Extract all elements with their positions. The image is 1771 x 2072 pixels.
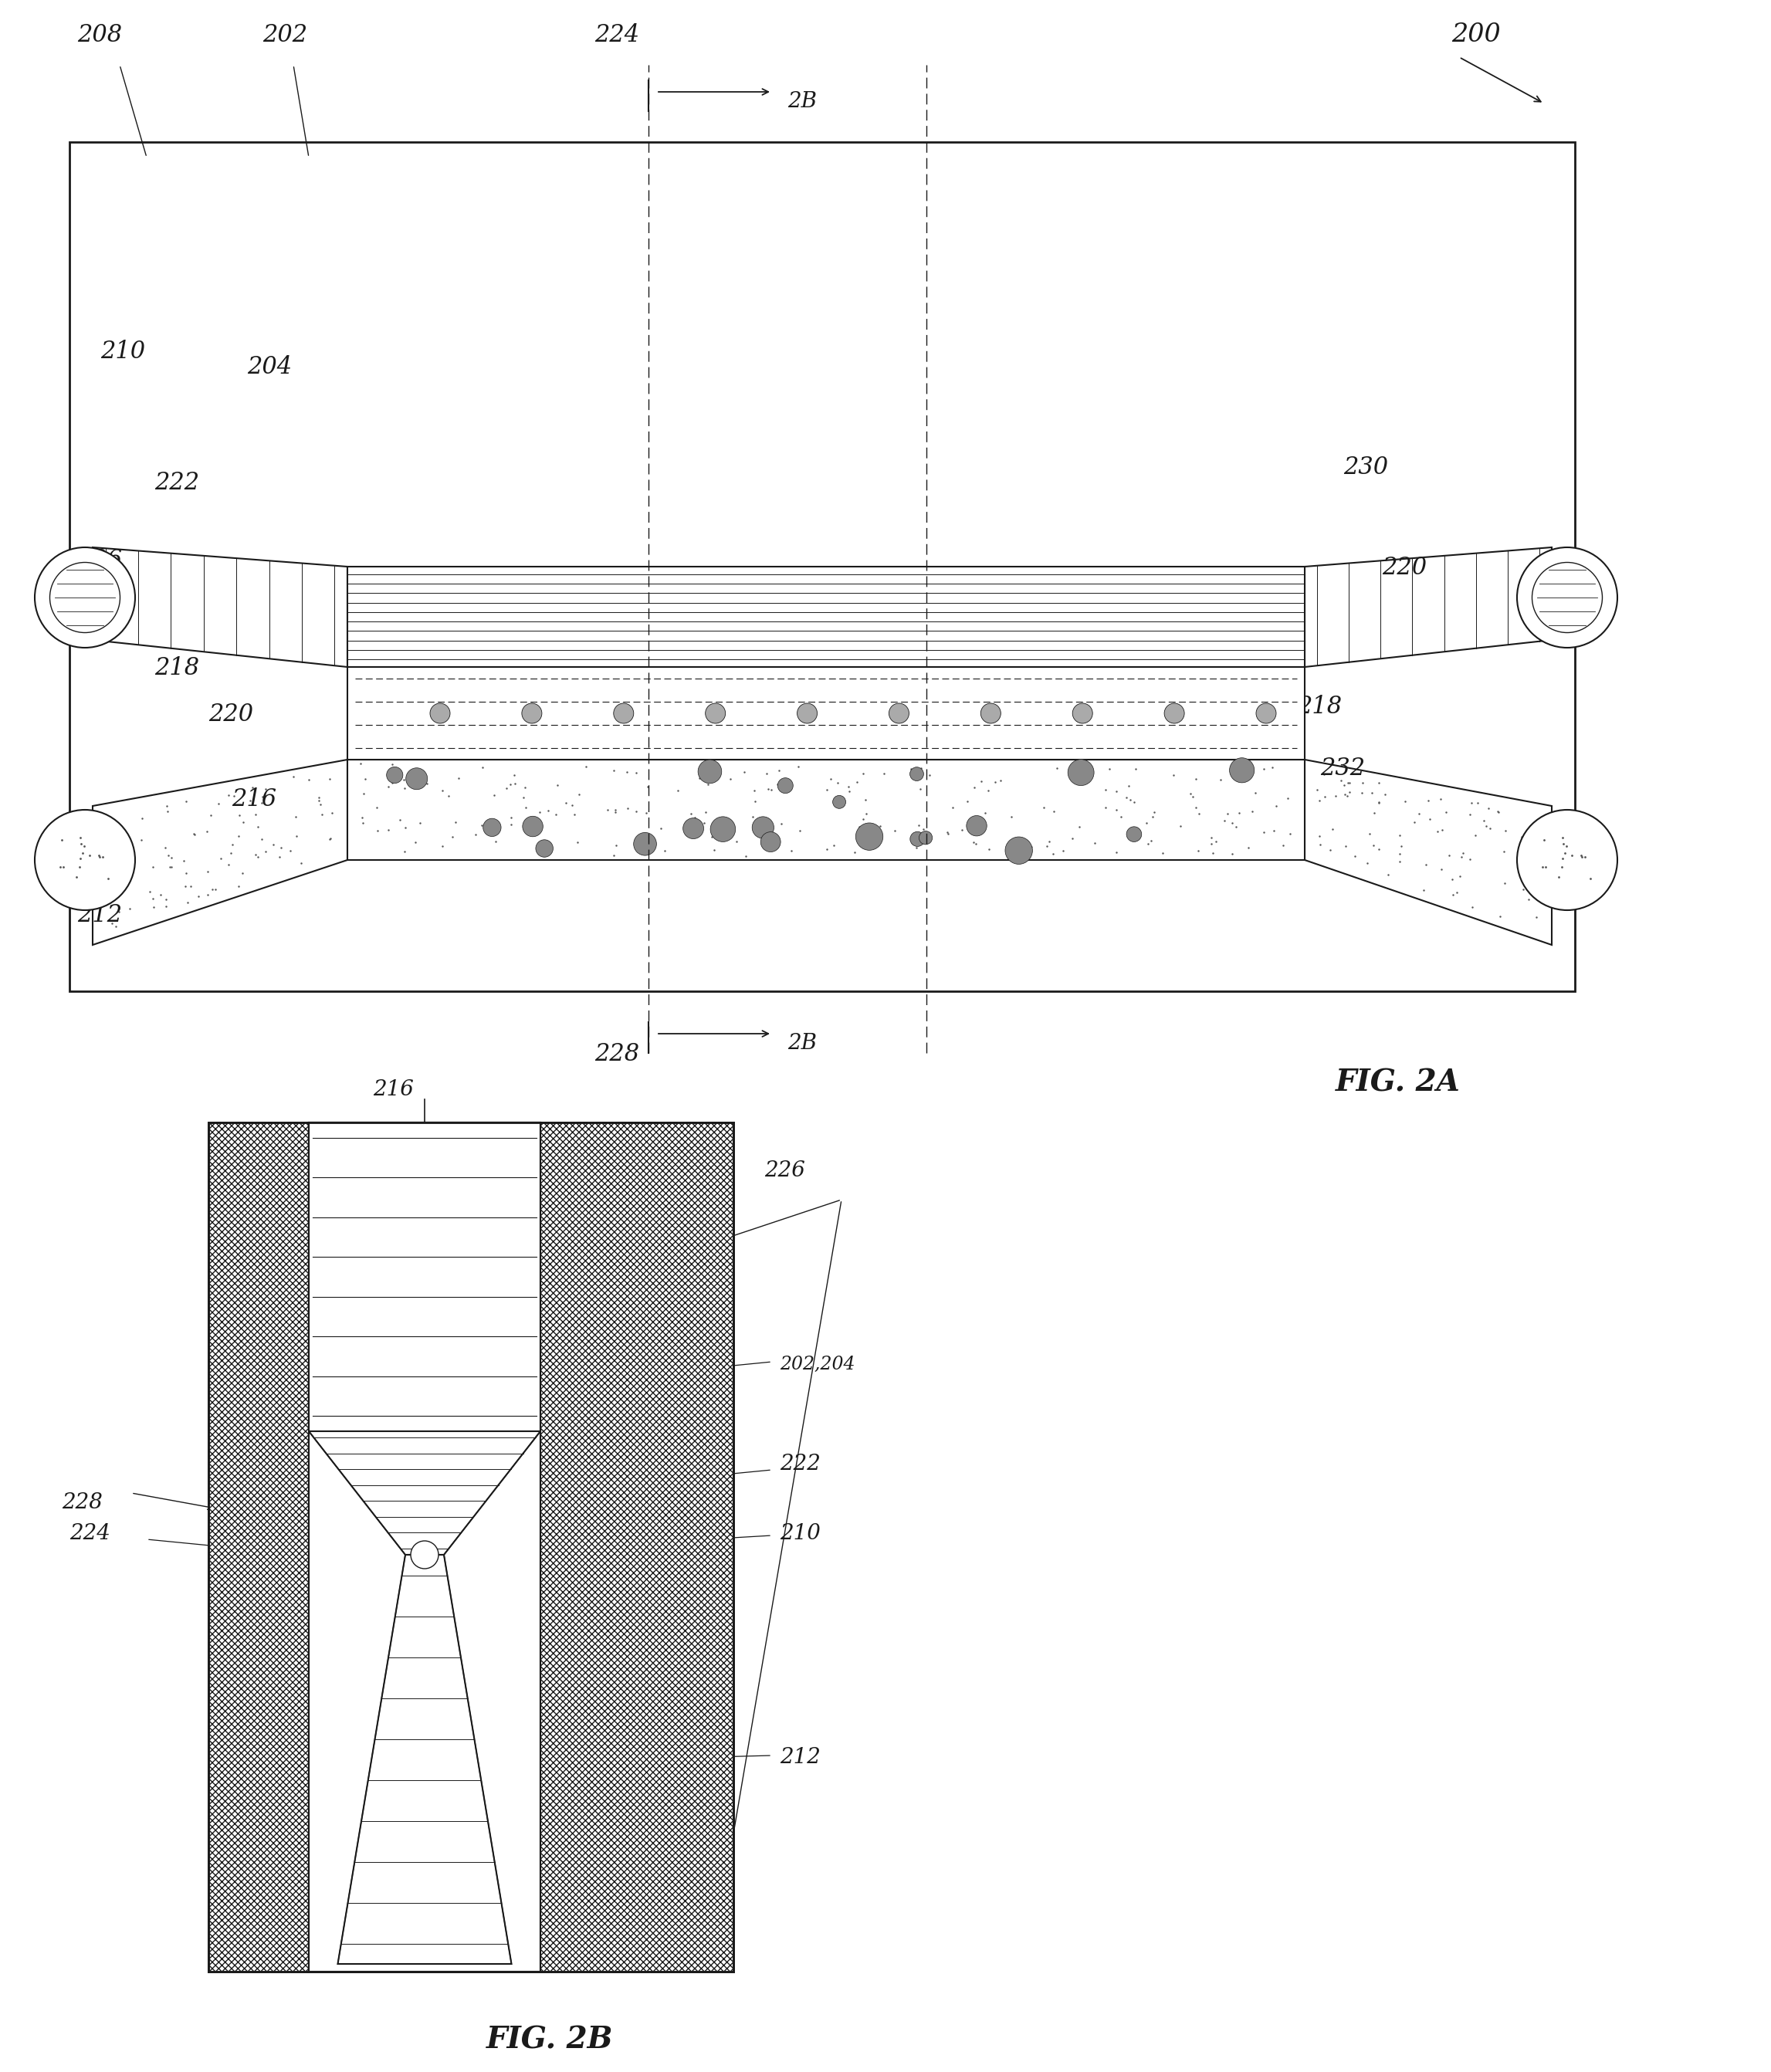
Text: 218: 218 — [1296, 694, 1342, 719]
Text: 210: 210 — [101, 340, 145, 363]
FancyBboxPatch shape — [308, 1123, 540, 1973]
Circle shape — [1256, 702, 1277, 723]
Text: 226: 226 — [765, 1160, 806, 1181]
Circle shape — [1518, 810, 1617, 910]
Text: 224: 224 — [595, 23, 639, 48]
Circle shape — [919, 831, 932, 845]
Circle shape — [35, 810, 135, 910]
Circle shape — [634, 833, 657, 856]
Circle shape — [1073, 702, 1093, 723]
FancyBboxPatch shape — [69, 143, 1574, 990]
Polygon shape — [92, 547, 347, 667]
FancyBboxPatch shape — [209, 1123, 733, 1973]
Text: 204: 204 — [246, 354, 292, 379]
Text: 200: 200 — [1452, 23, 1500, 48]
Text: 206: 206 — [78, 549, 122, 572]
Text: 2B: 2B — [788, 1034, 816, 1055]
Polygon shape — [347, 566, 1305, 667]
Text: 210: 210 — [779, 1523, 820, 1544]
Polygon shape — [347, 667, 1305, 760]
Polygon shape — [1305, 547, 1551, 667]
Text: FIG. 2A: FIG. 2A — [1335, 1069, 1461, 1098]
Text: 202,204: 202,204 — [779, 1355, 855, 1374]
Circle shape — [535, 839, 553, 858]
Circle shape — [705, 702, 726, 723]
Circle shape — [1532, 562, 1603, 632]
Circle shape — [889, 702, 909, 723]
Polygon shape — [308, 1432, 540, 1554]
Text: 212: 212 — [779, 1747, 820, 1767]
Circle shape — [777, 777, 793, 794]
Circle shape — [1229, 758, 1254, 783]
Text: 214: 214 — [78, 609, 122, 634]
Text: 228: 228 — [62, 1492, 103, 1513]
Text: FIG. 2B: FIG. 2B — [487, 2026, 613, 2055]
Text: 222: 222 — [154, 470, 200, 495]
Circle shape — [430, 702, 450, 723]
Text: 230: 230 — [1344, 456, 1388, 479]
Circle shape — [698, 760, 721, 783]
Circle shape — [981, 702, 1001, 723]
Text: 228: 228 — [595, 1042, 639, 1067]
FancyBboxPatch shape — [308, 1123, 540, 1432]
Circle shape — [406, 769, 427, 789]
Circle shape — [832, 796, 847, 808]
Text: 208: 208 — [78, 23, 122, 48]
Circle shape — [1126, 827, 1142, 841]
Circle shape — [910, 767, 924, 781]
Polygon shape — [338, 1554, 512, 1964]
Circle shape — [483, 818, 501, 837]
Circle shape — [411, 1542, 439, 1569]
Text: 216: 216 — [374, 1080, 414, 1100]
Circle shape — [855, 823, 884, 850]
Circle shape — [1068, 760, 1094, 785]
Text: 212: 212 — [78, 903, 122, 926]
Circle shape — [1164, 702, 1185, 723]
Circle shape — [613, 702, 634, 723]
Circle shape — [35, 547, 135, 649]
Circle shape — [967, 816, 986, 835]
Polygon shape — [92, 760, 347, 945]
Text: 2B: 2B — [788, 91, 816, 112]
Circle shape — [522, 816, 544, 837]
Polygon shape — [347, 760, 1305, 860]
Circle shape — [684, 818, 703, 839]
Circle shape — [50, 562, 120, 632]
Text: 224: 224 — [69, 1523, 110, 1544]
Circle shape — [797, 702, 816, 723]
Text: 222: 222 — [779, 1455, 820, 1475]
Circle shape — [522, 702, 542, 723]
Polygon shape — [1305, 760, 1551, 945]
Circle shape — [386, 767, 402, 783]
Text: 220: 220 — [209, 702, 253, 727]
Circle shape — [910, 831, 924, 845]
Circle shape — [760, 831, 781, 852]
Text: 216: 216 — [232, 787, 276, 812]
Circle shape — [710, 816, 735, 841]
Circle shape — [1518, 547, 1617, 649]
Text: 218: 218 — [154, 657, 200, 680]
Circle shape — [1006, 837, 1032, 864]
Circle shape — [753, 816, 774, 839]
Text: 202: 202 — [262, 23, 308, 48]
Text: 220: 220 — [1381, 555, 1427, 580]
Text: 232: 232 — [1319, 756, 1365, 781]
